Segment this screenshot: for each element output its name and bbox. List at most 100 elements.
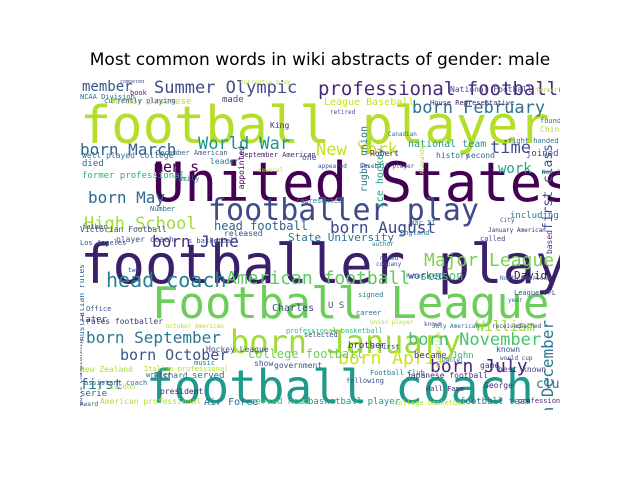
word-born-july: born July	[430, 356, 528, 377]
word-charles: Charles	[272, 303, 315, 314]
word-australian: Australian	[435, 332, 442, 369]
word-william: William	[476, 319, 536, 335]
word-president: president	[160, 387, 204, 396]
word-professional-basketball: professional basketball	[286, 327, 383, 335]
word-received: received	[492, 323, 521, 330]
chart-title: Most common words in wiki abstracts of g…	[89, 50, 551, 70]
word-including: including	[510, 211, 559, 221]
word-footballer-played: footballer played	[80, 233, 560, 296]
word-club: club	[536, 377, 560, 392]
word-career: career	[356, 309, 382, 317]
word-canadian: Canadian	[388, 131, 417, 138]
word-represented: represented	[296, 197, 343, 205]
word-england: England	[400, 229, 430, 237]
word-australian-rules: Australian rules	[80, 264, 86, 342]
word-january-american: January American	[488, 227, 546, 234]
word-born-june: born June	[152, 232, 239, 251]
word-game: game	[480, 361, 500, 370]
word-summer-olympic: Summer Olympic	[154, 80, 298, 98]
word-football-league: Football League	[152, 278, 550, 329]
word-book: book	[130, 89, 147, 97]
word-rules-footballer: rules footballer	[86, 317, 164, 326]
word-one: one	[302, 153, 317, 162]
word-daniel: Daniel	[442, 357, 464, 364]
word-september-american: September American	[240, 151, 316, 159]
word-hall-fame: Hall Fame	[426, 385, 464, 393]
word-died: died	[82, 159, 104, 169]
word-professional-footballer: professional footballer	[318, 80, 560, 100]
word-italian-professional: Italian professional	[144, 365, 229, 373]
word-following: following	[346, 377, 384, 385]
word-american-football: American football	[226, 268, 411, 289]
word-appointed: appointed	[237, 146, 246, 190]
word-july-american: July American	[432, 323, 479, 330]
word-richard: Richard	[154, 371, 188, 380]
word-called: called	[480, 235, 506, 243]
word-ncaa-division: NCAA Division	[80, 93, 135, 101]
word-head-football: head football	[214, 219, 308, 233]
word-writer: writer	[146, 371, 172, 379]
word-head-coach: head coach	[106, 268, 227, 292]
word-season: season	[420, 269, 464, 283]
word-currently-playing: currently playing	[104, 97, 176, 105]
word-american-professional: American professional	[100, 397, 202, 406]
word-second: second	[466, 151, 495, 160]
word-professional-ice: professional ice	[518, 397, 560, 405]
word-john: John	[452, 351, 474, 361]
word-member: member	[82, 80, 133, 95]
word-music: music	[194, 359, 216, 367]
word-george: George	[484, 381, 513, 390]
word-appeared: appeared	[318, 163, 347, 170]
word-baseball-player: baseball player	[360, 163, 415, 170]
word-london: London	[110, 383, 136, 391]
word-founder: founder	[540, 117, 560, 125]
word-football-player: football player	[80, 96, 550, 156]
word-family: family	[174, 175, 200, 183]
word-college-football: college football	[248, 347, 364, 361]
word-david: David	[514, 269, 548, 282]
word-born-may: born May	[88, 188, 166, 207]
word-chinese: Chinese	[540, 125, 560, 134]
word-league-baseball: League Baseball	[324, 97, 415, 108]
word-assistant-coach: assistant coach	[84, 379, 148, 387]
word-retired: retired	[330, 109, 356, 116]
word-played-college: played college	[106, 151, 174, 160]
word-selected: selected	[304, 331, 338, 339]
word-new-york: New York	[316, 140, 398, 160]
word-award: Award	[80, 401, 99, 408]
word-history: history	[436, 151, 470, 160]
word-alexander: Alexander	[419, 142, 426, 175]
word-rugby-union: rugby union	[359, 126, 370, 193]
word-serie: serie	[80, 389, 108, 399]
word-state-university: State University	[288, 231, 394, 244]
word-former-player: former player	[536, 87, 560, 94]
word-united-states: United States	[152, 151, 560, 214]
word-based: based	[545, 230, 554, 255]
word-december-american: December American	[156, 149, 228, 157]
word-s-basketball: s basketball	[188, 237, 239, 245]
word-war-ii: War II	[410, 219, 436, 227]
word-cloud: football player United States footballer p…	[80, 80, 560, 410]
word-currently-play: currently play	[240, 80, 291, 86]
word-made: made	[222, 95, 244, 105]
word-signed: signed	[358, 291, 384, 299]
word-born-october: born October	[120, 346, 229, 364]
word-became: became	[414, 351, 447, 361]
word-served: served	[192, 371, 225, 381]
word-born-november: born November	[408, 330, 542, 350]
word-peter: Peter	[406, 273, 425, 280]
word-leader: leader	[210, 157, 239, 166]
word-known: known	[424, 321, 443, 328]
word-league-vfl: League VFL	[514, 289, 557, 297]
word-world-championship: World Championship	[80, 340, 84, 406]
word-football-club: Football Club	[370, 369, 425, 377]
word-basketball-player: basketball player	[308, 397, 401, 407]
word-father: father	[82, 223, 108, 231]
word-football-coach: football coach	[146, 360, 534, 410]
word-government: government	[274, 361, 323, 370]
word-born-august: born August	[330, 218, 436, 237]
word-brother: brother	[348, 341, 386, 351]
word-well: well	[82, 151, 102, 160]
word-los-angeles: Los Angeles	[80, 239, 127, 247]
word-born-march: born March	[80, 140, 177, 159]
